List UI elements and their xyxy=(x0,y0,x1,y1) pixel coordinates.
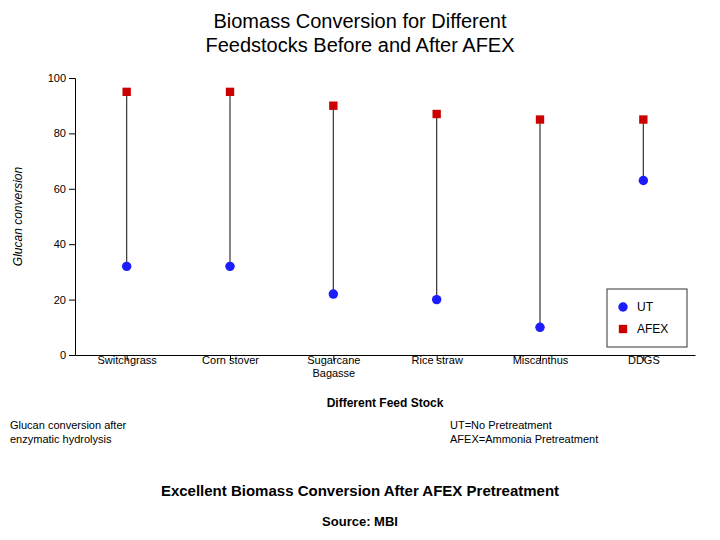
tick-label: SugarcaneBagasse xyxy=(307,354,360,379)
annotation: UT=No PretreatmentAFEX=Ammonia Pretreatm… xyxy=(450,419,598,445)
connector xyxy=(126,92,127,267)
legend-label: AFEX xyxy=(637,322,668,336)
legend: UT AFEX xyxy=(607,289,687,347)
tick-mark xyxy=(69,244,75,245)
tick-label: Rice straw xyxy=(411,354,462,366)
tick: Miscanthus xyxy=(513,354,569,366)
tick-label: 0 xyxy=(60,349,66,361)
tick-label: 80 xyxy=(54,127,66,139)
connectors xyxy=(127,92,644,327)
series xyxy=(122,176,648,332)
point xyxy=(639,115,647,123)
tick-label: Corn stover xyxy=(202,354,259,366)
point xyxy=(225,262,234,271)
plot: 0 20 40 60 80 100 Switchgrass Corn stover Sugarc… xyxy=(48,72,696,379)
title: Biomass Conversion for DifferentFeedstoc… xyxy=(205,10,514,56)
tick: SugarcaneBagasse xyxy=(307,354,360,379)
legend-symbol xyxy=(619,325,627,333)
tick-mark xyxy=(69,300,75,301)
tick: 100 xyxy=(48,72,75,84)
axis-line xyxy=(76,355,696,356)
tick-label: 60 xyxy=(54,183,66,195)
tick: Switchgrass xyxy=(98,354,158,366)
point xyxy=(535,323,544,332)
tick: Rice straw xyxy=(411,354,462,366)
tick-mark xyxy=(69,355,75,356)
tick-label: 40 xyxy=(54,238,66,250)
connector xyxy=(229,92,230,267)
point xyxy=(536,115,544,123)
subtitle: Excellent Biomass Conversion After AFEX … xyxy=(161,482,559,499)
series xyxy=(122,88,647,124)
point xyxy=(122,88,130,96)
tick: 60 xyxy=(54,183,75,195)
point xyxy=(639,176,648,185)
annotation: Source: MBI xyxy=(322,514,398,529)
legend-frame xyxy=(607,289,687,347)
tick-label: 100 xyxy=(48,72,66,84)
tick: DDGS xyxy=(628,354,660,366)
point xyxy=(122,262,131,271)
legend-symbol xyxy=(618,302,627,311)
tick-label: Miscanthus xyxy=(513,354,569,366)
point xyxy=(432,110,440,118)
connector xyxy=(436,114,437,300)
legend-label: UT xyxy=(637,300,654,314)
axis-line xyxy=(69,79,76,356)
y-axis: 0 20 40 60 80 100 xyxy=(48,72,76,361)
x-axis-title: Different Feed Stock xyxy=(327,396,444,410)
legend-item: UT xyxy=(618,300,653,314)
tick-label: DDGS xyxy=(628,354,660,366)
tick-mark xyxy=(69,133,75,134)
tick-label: 20 xyxy=(54,294,66,306)
tick: 0 xyxy=(60,349,75,361)
point xyxy=(226,88,234,96)
y-axis-title: Glucan conversion xyxy=(11,166,25,266)
tick: 20 xyxy=(54,294,75,306)
connector xyxy=(539,120,540,328)
connector xyxy=(333,106,334,294)
point xyxy=(329,289,338,298)
marks xyxy=(122,88,648,332)
tick: Corn stover xyxy=(202,354,259,366)
chart: Biomass Conversion for DifferentFeedstoc… xyxy=(0,0,720,540)
legend-item: AFEX xyxy=(619,322,669,336)
x-axis: Switchgrass Corn stover SugarcaneBagasse Ri… xyxy=(76,354,696,379)
point xyxy=(432,295,441,304)
connector xyxy=(643,120,644,181)
tick-mark xyxy=(69,78,75,79)
tick: 40 xyxy=(54,238,75,250)
tick: 80 xyxy=(54,127,75,139)
point xyxy=(329,102,337,110)
annotation: Glucan conversion afterenzymatic hydroly… xyxy=(10,419,127,445)
tick-mark xyxy=(69,189,75,190)
tick-label: Switchgrass xyxy=(98,354,158,366)
